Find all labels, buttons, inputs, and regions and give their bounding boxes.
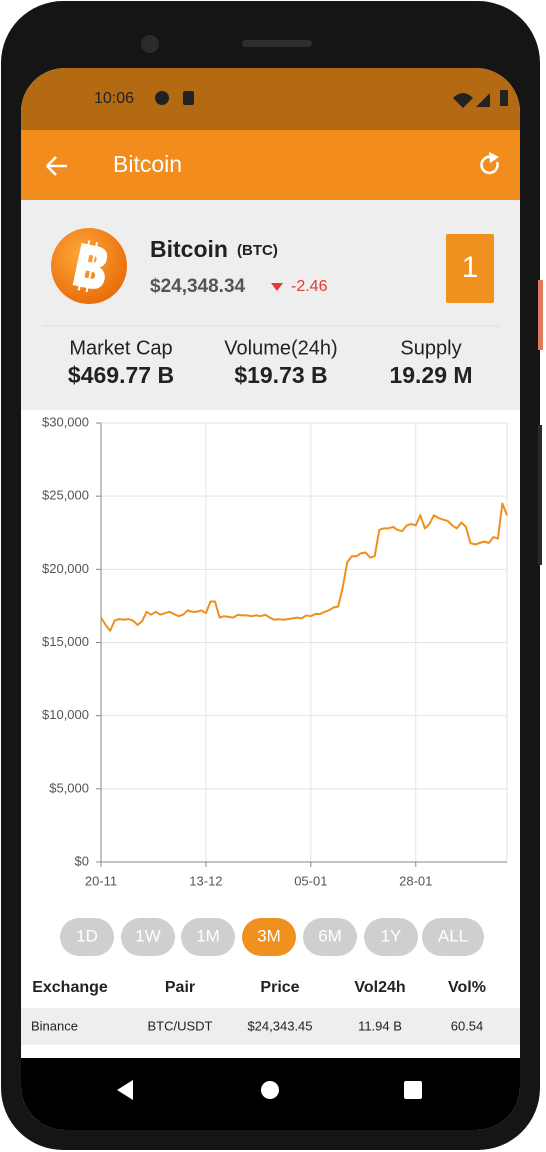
stat-label: Volume(24h) bbox=[224, 337, 337, 359]
table-row-bg bbox=[21, 1008, 520, 1045]
x-tick-label: 20-11 bbox=[85, 873, 117, 888]
speaker bbox=[242, 40, 312, 47]
status-bar bbox=[21, 68, 520, 130]
x-tick-label: 28-01 bbox=[399, 873, 432, 888]
nav-recents[interactable] bbox=[404, 1081, 422, 1099]
table-header: Pair bbox=[165, 979, 195, 996]
y-tick-label: $5,000 bbox=[49, 780, 89, 795]
range-label: 3M bbox=[257, 926, 281, 945]
camera bbox=[141, 35, 159, 53]
range-label: 1D bbox=[76, 926, 98, 945]
table-header: Exchange bbox=[32, 979, 108, 996]
y-tick-label: $0 bbox=[75, 853, 89, 868]
table-header: Vol% bbox=[448, 979, 486, 996]
stat-label: Supply bbox=[400, 337, 461, 359]
table-header: Price bbox=[260, 979, 299, 996]
range-button[interactable] bbox=[422, 918, 484, 956]
table-header: Vol24h bbox=[354, 979, 405, 996]
coin-change: -2.46 bbox=[291, 278, 328, 295]
range-label: 1M bbox=[196, 926, 220, 945]
coin-price: $24,348.34 bbox=[150, 276, 246, 297]
range-button[interactable] bbox=[60, 918, 114, 956]
side-button bbox=[538, 425, 542, 565]
range-button[interactable] bbox=[181, 918, 235, 956]
x-tick-label: 13-12 bbox=[189, 873, 222, 888]
nav-back[interactable] bbox=[117, 1080, 133, 1100]
change-arrow bbox=[271, 283, 283, 291]
coin-symbol: (BTC) bbox=[237, 242, 278, 259]
range-label: ALL bbox=[438, 926, 468, 945]
chart-section bbox=[21, 410, 520, 958]
x-tick-label: 05-01 bbox=[294, 873, 327, 888]
stat-value: 19.29 M bbox=[389, 362, 472, 388]
status-icon bbox=[155, 91, 169, 105]
y-tick-label: $25,000 bbox=[42, 488, 89, 503]
stat-value: $19.73 B bbox=[234, 362, 327, 388]
rank-badge bbox=[446, 234, 494, 303]
table-cell: Binance bbox=[31, 1018, 78, 1033]
table-cell: 11.94 B bbox=[358, 1018, 402, 1033]
refresh-button[interactable] bbox=[480, 155, 499, 175]
wifi-icon bbox=[453, 93, 473, 108]
nav-home[interactable] bbox=[261, 1081, 279, 1099]
battery-icon bbox=[500, 90, 508, 106]
range-label: 1W bbox=[135, 926, 161, 945]
table-cell: BTC/USDT bbox=[148, 1018, 213, 1033]
y-tick-label: $20,000 bbox=[42, 561, 89, 576]
range-label: 6M bbox=[318, 926, 342, 945]
app-bar bbox=[21, 130, 520, 200]
stat-value: $469.77 B bbox=[68, 362, 174, 388]
status-time: 10:06 bbox=[94, 90, 134, 107]
range-button[interactable] bbox=[364, 918, 418, 956]
refresh-arrow bbox=[489, 152, 499, 163]
signal-icon bbox=[476, 93, 490, 107]
back-button[interactable] bbox=[46, 156, 67, 176]
table-cell: $24,343.45 bbox=[247, 1018, 312, 1033]
range-button[interactable] bbox=[303, 918, 357, 956]
price-line bbox=[100, 502, 508, 632]
y-tick-label: $10,000 bbox=[42, 707, 89, 722]
range-button[interactable] bbox=[121, 918, 175, 956]
screen: 10:06 Bitcoin Bitcoin (BTC) $24,348.34 -… bbox=[21, 68, 520, 1130]
app-title: Bitcoin bbox=[113, 151, 182, 177]
rank: 1 bbox=[462, 251, 479, 284]
coin-name: Bitcoin bbox=[150, 236, 228, 262]
range-label: 1Y bbox=[381, 926, 402, 945]
range-button[interactable] bbox=[242, 918, 296, 956]
y-tick-label: $15,000 bbox=[42, 634, 89, 649]
status-icon bbox=[183, 91, 194, 105]
stat-label: Market Cap bbox=[69, 337, 172, 359]
table-cell: 60.54 bbox=[451, 1018, 484, 1033]
coin-glyph bbox=[72, 240, 108, 293]
side-button bbox=[538, 280, 543, 350]
y-tick-label: $30,000 bbox=[42, 414, 89, 429]
